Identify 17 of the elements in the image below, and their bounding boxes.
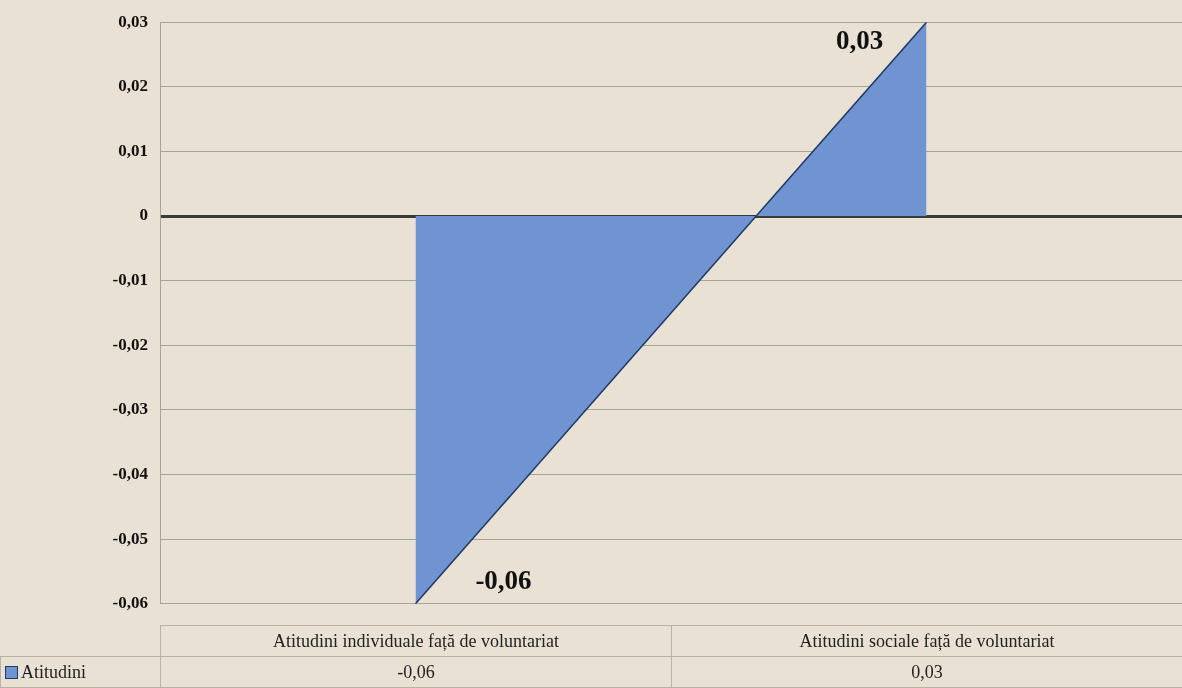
y-tick-label: -0,02 (112, 334, 148, 354)
y-tick-label: 0,03 (118, 11, 148, 31)
data-label: -0,06 (160, 656, 672, 688)
y-tick-label: -0,03 (112, 399, 148, 419)
y-tick-label: -0,06 (112, 593, 148, 613)
x-tick-label: Atitudini sociale față de voluntariat (671, 625, 1182, 657)
y-tick-label: -0,05 (112, 528, 148, 548)
text: -0,06 (475, 564, 532, 595)
data-label: 0,03 (671, 656, 1182, 688)
x-tick-label: Atitudini individuale față de voluntariat (160, 625, 672, 657)
y-tick-label: 0 (139, 205, 148, 225)
text: 0,03 (835, 25, 884, 56)
y-tick-label: 0,01 (118, 140, 148, 160)
legend-label: Atitudini (21, 661, 87, 683)
y-tick-label: -0,04 (112, 463, 149, 483)
y-tick-label: -0,01 (112, 270, 148, 290)
y-tick-label: 0,02 (118, 76, 148, 96)
